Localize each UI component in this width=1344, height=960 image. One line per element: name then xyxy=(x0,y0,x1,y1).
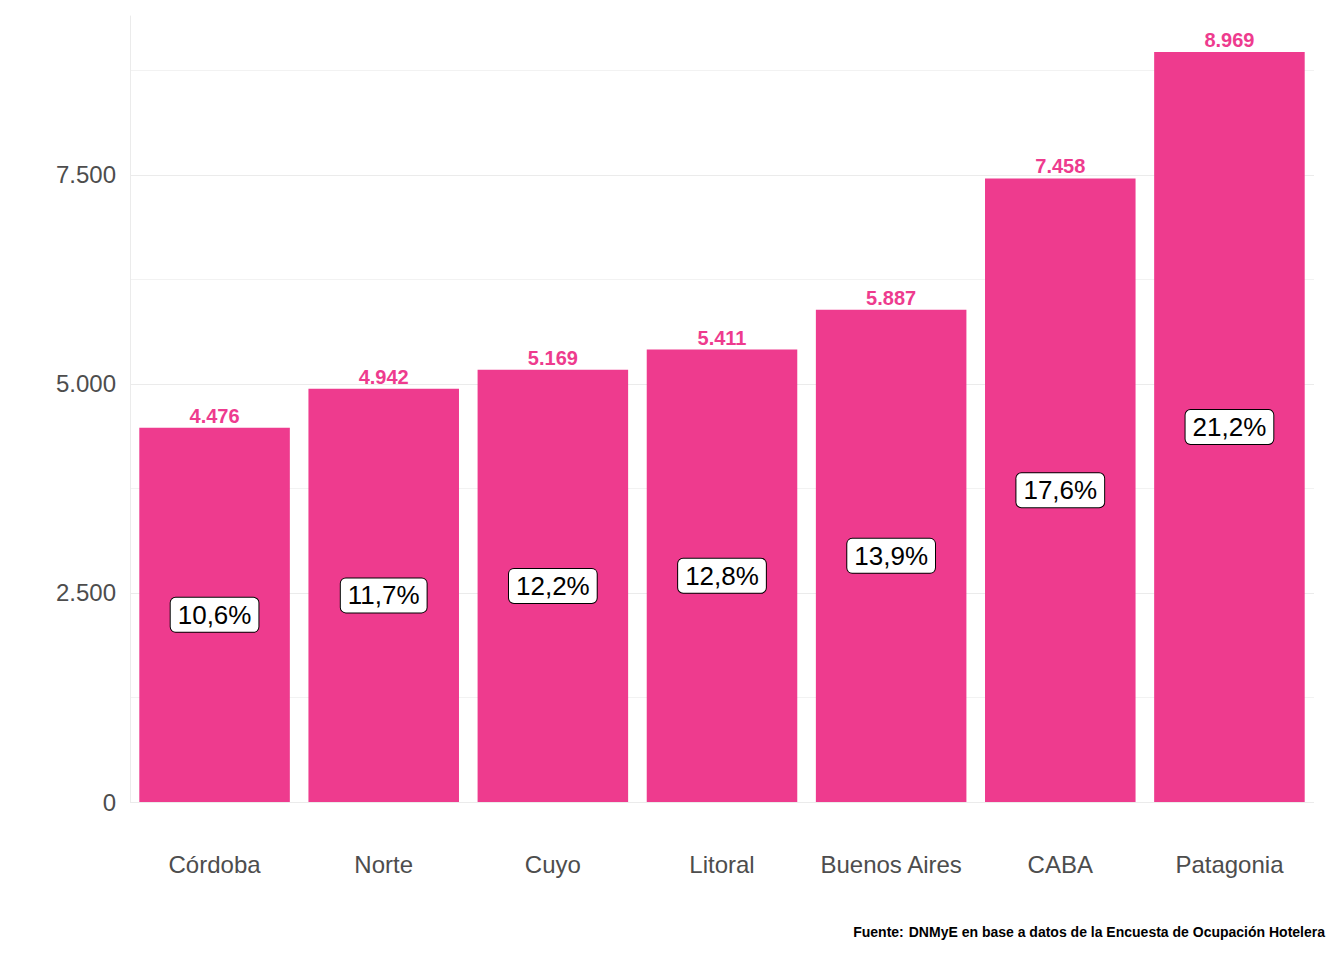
svg-text:10,6%: 10,6% xyxy=(178,600,252,630)
svg-text:7.458: 7.458 xyxy=(1035,155,1085,177)
svg-text:5.169: 5.169 xyxy=(528,347,578,369)
svg-text:Buenos Aires: Buenos Aires xyxy=(820,851,961,878)
svg-text:7.500: 7.500 xyxy=(56,161,116,188)
svg-text:5.411: 5.411 xyxy=(698,327,747,349)
svg-text:5.000: 5.000 xyxy=(56,370,116,397)
svg-text:4.476: 4.476 xyxy=(190,405,240,427)
svg-text:13,9%: 13,9% xyxy=(854,541,928,571)
svg-text:11,7%: 11,7% xyxy=(348,580,420,610)
svg-text:12,2%: 12,2% xyxy=(516,571,590,601)
svg-text:Patagonia: Patagonia xyxy=(1175,851,1284,878)
svg-text:0: 0 xyxy=(103,789,116,816)
svg-text:Litoral: Litoral xyxy=(689,851,754,878)
svg-text:5.887: 5.887 xyxy=(866,287,916,309)
svg-text:8.969: 8.969 xyxy=(1204,29,1254,51)
svg-text:12,8%: 12,8% xyxy=(685,561,759,591)
svg-text:Cuyo: Cuyo xyxy=(525,851,581,878)
svg-text:21,2%: 21,2% xyxy=(1193,412,1267,442)
svg-text:17,6%: 17,6% xyxy=(1023,475,1097,505)
svg-text:2.500: 2.500 xyxy=(56,579,116,606)
svg-text:Fuente:: Fuente: xyxy=(853,924,904,940)
svg-text:4.942: 4.942 xyxy=(359,366,409,388)
svg-text:CABA: CABA xyxy=(1028,851,1093,878)
svg-text:Córdoba: Córdoba xyxy=(169,851,262,878)
svg-text:Norte: Norte xyxy=(354,851,413,878)
svg-text:DNMyE en base a datos de la En: DNMyE en base a datos de la Encuesta de … xyxy=(909,924,1325,940)
